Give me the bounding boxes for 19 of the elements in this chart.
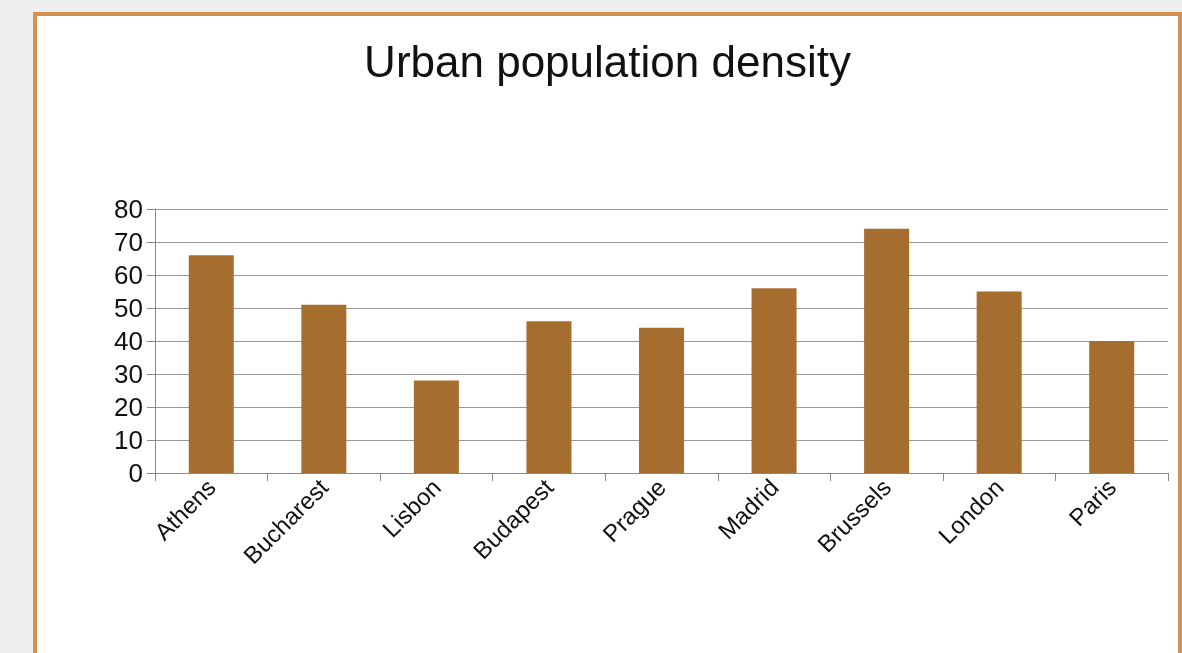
bar	[1089, 341, 1135, 473]
y-tick-label: 50	[114, 293, 143, 323]
y-tick-label: 70	[114, 227, 143, 257]
y-tick-label: 20	[114, 392, 143, 422]
y-tick-label: 40	[114, 326, 143, 356]
y-tick-label: 0	[128, 458, 143, 488]
bar	[526, 321, 572, 473]
chart-title: Urban population density	[364, 36, 851, 86]
bar	[751, 288, 797, 473]
bar	[976, 291, 1022, 473]
bar	[413, 380, 459, 473]
y-tick-label: 60	[114, 260, 143, 290]
bar	[638, 327, 685, 473]
bar	[301, 304, 347, 473]
bar	[188, 255, 234, 473]
y-tick-label: 30	[114, 359, 143, 389]
y-tick-label: 10	[114, 425, 143, 455]
bar	[864, 228, 910, 473]
y-tick-label: 80	[114, 194, 143, 224]
